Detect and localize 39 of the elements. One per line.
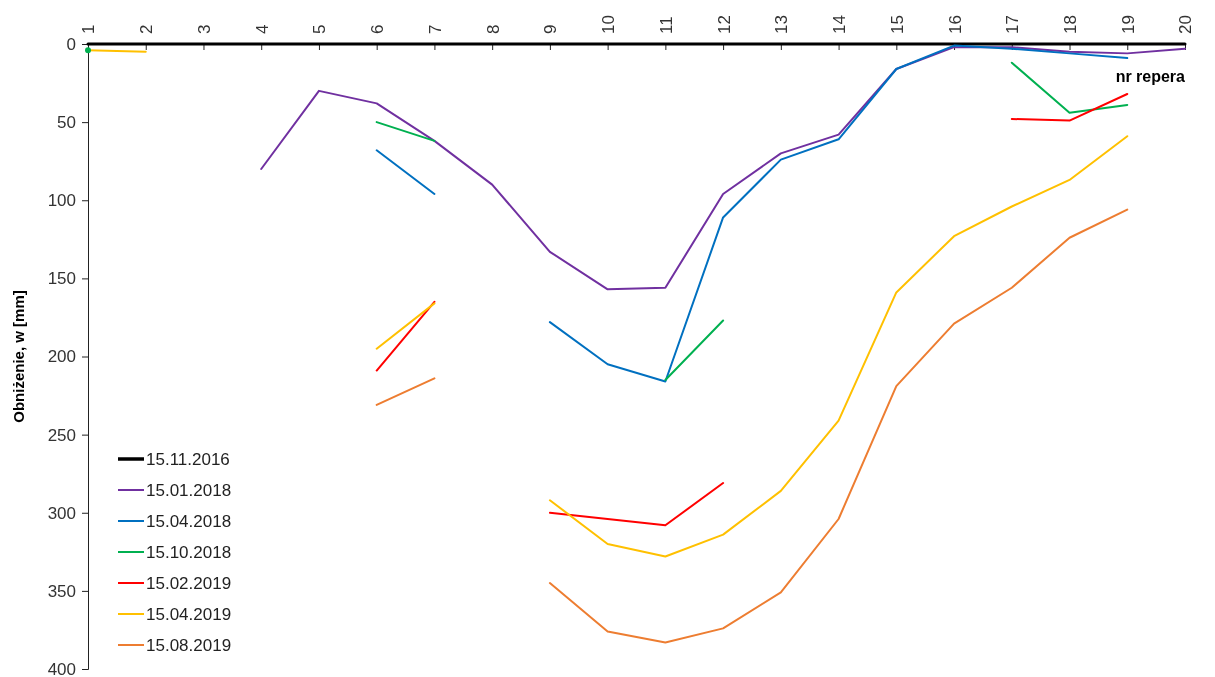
legend-label: 15.10.2018 [146,542,232,562]
x-tick-label: 4 [252,24,272,34]
y-axis-title: Obniżenie, w [mm] [10,290,27,423]
x-axis-title: nr repera [1115,68,1186,85]
y-tick-label: 150 [47,269,76,289]
x-tick-label: 11 [656,16,676,34]
x-tick-label: 10 [599,15,619,34]
line-series [260,46,1186,291]
y-tick-label: 300 [47,503,76,523]
x-tick-label: 7 [425,24,445,34]
y-tick-label: 100 [47,191,76,211]
legend-label: 15.08.2019 [146,635,232,655]
y-tick-label: 250 [47,425,76,445]
legend-label: 15.04.2019 [146,604,232,624]
x-tick-label: 16 [945,15,965,34]
x-tick-label: 15 [887,15,907,34]
legend-label: 15.01.2018 [146,480,232,500]
x-tick-label: 2 [137,24,157,34]
x-tick-label: 12 [714,15,734,34]
y-tick-label: 400 [47,659,76,677]
x-tick-label: 20 [1176,15,1196,34]
x-tick-label: 17 [1003,15,1023,34]
y-tick-label: 50 [57,113,76,133]
legend-label: 15.02.2019 [146,573,232,593]
legend-label: 15.04.2018 [146,511,232,531]
x-tick-label: 3 [194,24,214,34]
x-tick-label: 6 [368,24,388,34]
y-tick-label: 200 [47,347,76,367]
x-tick-label: 5 [310,24,330,34]
x-tick-label: 19 [1118,15,1138,34]
x-tick-label: 8 [483,24,503,34]
x-tick-label: 13 [772,15,792,34]
x-tick-label: 1 [79,24,99,34]
y-tick-label: 0 [66,34,76,54]
x-tick-label: 18 [1060,15,1080,34]
legend-label: 15.11.2016 [146,449,230,469]
x-tick-label: 14 [830,15,850,34]
x-tick-label: 9 [541,24,561,34]
y-tick-label: 350 [47,581,76,601]
